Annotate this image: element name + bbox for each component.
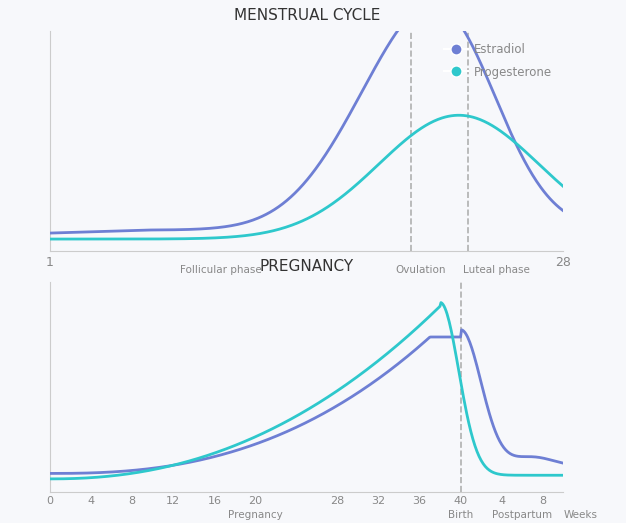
Text: Follicular phase: Follicular phase [180,265,262,275]
Text: Menstruation: Menstruation [54,299,123,309]
Text: Pregnancy: Pregnancy [228,510,283,520]
Text: Luteal phase: Luteal phase [463,265,530,275]
Text: Weeks: Weeks [563,510,597,520]
Title: MENSTRUAL CYCLE: MENSTRUAL CYCLE [233,8,380,23]
Title: PREGNANCY: PREGNANCY [260,259,354,274]
Text: Ovulation: Ovulation [396,265,446,275]
Text: Postpartum: Postpartum [492,510,552,520]
Legend: Estradiol, Progesterone: Estradiol, Progesterone [438,37,558,85]
Text: Birth: Birth [448,510,473,520]
